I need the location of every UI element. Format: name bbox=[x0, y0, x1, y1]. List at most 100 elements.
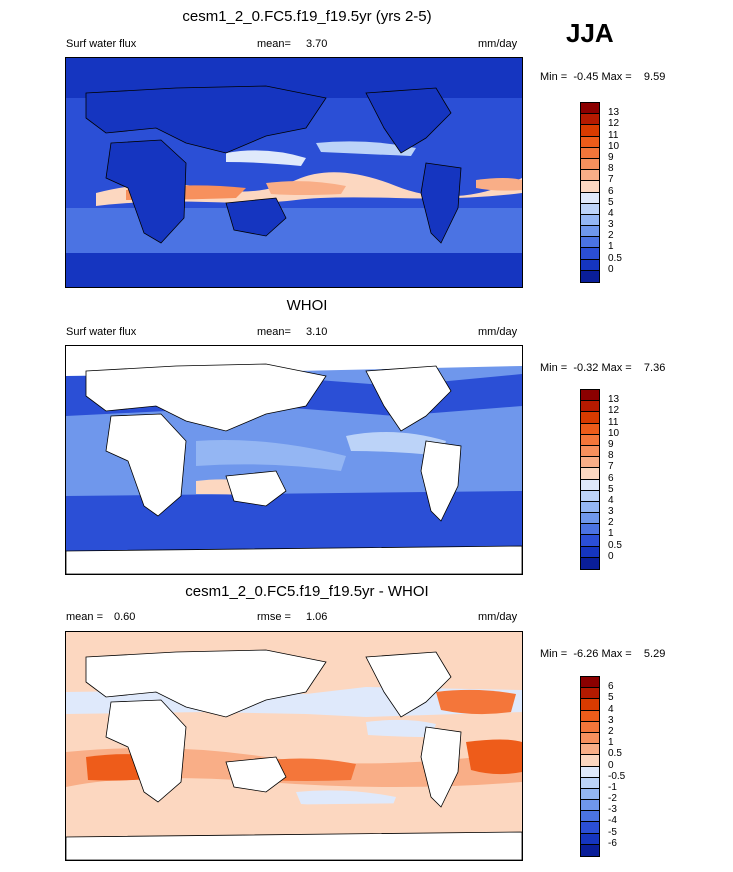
colorbar-label: 2 bbox=[608, 725, 614, 737]
colorbar-label: 0 bbox=[608, 759, 614, 771]
colorbar-box bbox=[581, 214, 599, 227]
colorbar-label: 8 bbox=[608, 450, 614, 462]
panel2-mean-label: mean= bbox=[257, 326, 291, 338]
panel1-mean-value: 3.70 bbox=[306, 38, 328, 50]
colorbar-box bbox=[581, 811, 599, 823]
panel3-title: cesm1_2_0.FC5.f19_f19.5yr - WHOI bbox=[185, 583, 429, 600]
panel1-africa bbox=[105, 139, 187, 244]
colorbar-label: 2 bbox=[608, 230, 614, 242]
colorbar-label: 10 bbox=[608, 427, 620, 439]
panel3-rmse-value: 1.06 bbox=[306, 611, 328, 623]
colorbar-box bbox=[581, 677, 599, 689]
colorbar-box bbox=[581, 390, 599, 402]
colorbar-label: 5 bbox=[608, 196, 614, 208]
colorbar-box bbox=[581, 844, 599, 856]
colorbar-box bbox=[581, 270, 599, 282]
colorbar-box bbox=[581, 248, 599, 260]
colorbar-box bbox=[581, 479, 599, 491]
colorbar-box bbox=[581, 688, 599, 700]
panel2-mean-value: 3.10 bbox=[306, 326, 328, 338]
colorbar-box bbox=[581, 237, 599, 249]
panel3-map bbox=[65, 631, 523, 861]
colorbar-box bbox=[581, 490, 599, 502]
colorbar-label: 4 bbox=[608, 703, 614, 715]
panel2-colorbar bbox=[580, 389, 600, 570]
colorbar-label: 1 bbox=[608, 737, 614, 749]
colorbar-box bbox=[581, 226, 599, 238]
panel1-map bbox=[65, 57, 523, 288]
colorbar-box bbox=[581, 833, 599, 845]
colorbar-label: 4 bbox=[608, 494, 614, 506]
colorbar-label: -6 bbox=[608, 837, 617, 849]
colorbar-box bbox=[581, 468, 599, 480]
colorbar-label: 2 bbox=[608, 517, 614, 529]
colorbar-label: -4 bbox=[608, 815, 617, 827]
colorbar-box bbox=[581, 125, 599, 137]
colorbar-label: 13 bbox=[608, 107, 620, 119]
colorbar-label: 10 bbox=[608, 140, 620, 152]
panel3-colorbar bbox=[580, 676, 600, 857]
panel2-variable-label: Surf water flux bbox=[66, 326, 137, 338]
colorbar-label: 11 bbox=[608, 129, 619, 141]
colorbar-label: 3 bbox=[608, 714, 614, 726]
panel2-map-svg bbox=[66, 346, 522, 574]
colorbar-box bbox=[581, 158, 599, 171]
colorbar-box bbox=[581, 535, 599, 547]
colorbar-box bbox=[581, 170, 599, 182]
colorbar-box bbox=[581, 788, 599, 801]
colorbar-label: 1 bbox=[608, 241, 614, 253]
colorbar-label: 5 bbox=[608, 483, 614, 495]
colorbar-label: 9 bbox=[608, 438, 614, 450]
colorbar-label: -1 bbox=[608, 781, 617, 793]
colorbar-label: 11 bbox=[608, 416, 619, 428]
colorbar-box bbox=[581, 546, 599, 558]
panel1-variable-label: Surf water flux bbox=[66, 38, 137, 50]
panel2-units: mm/day bbox=[478, 326, 518, 338]
panel1-colorbar-boxes bbox=[581, 103, 599, 282]
colorbar-box bbox=[581, 181, 599, 193]
colorbar-label: -2 bbox=[608, 793, 617, 805]
colorbar-label: 0.5 bbox=[608, 748, 622, 760]
colorbar-box bbox=[581, 755, 599, 767]
colorbar-box bbox=[581, 721, 599, 733]
panel2-colorbar-boxes bbox=[581, 390, 599, 569]
colorbar-box bbox=[581, 136, 599, 148]
colorbar-label: 9 bbox=[608, 151, 614, 163]
panel2-minmax: Min = -0.32 Max = 7.36 bbox=[540, 362, 666, 374]
panel1-minmax: Min = -0.45 Max = 9.59 bbox=[540, 71, 666, 83]
colorbar-box bbox=[581, 103, 599, 115]
colorbar-label: 3 bbox=[608, 506, 614, 518]
season-label: JJA bbox=[566, 18, 614, 48]
colorbar-label: 13 bbox=[608, 394, 620, 406]
colorbar-label: 7 bbox=[608, 174, 614, 186]
panel1-colorbar bbox=[580, 102, 600, 283]
colorbar-label: 12 bbox=[608, 118, 620, 130]
panel3-units: mm/day bbox=[478, 611, 518, 623]
colorbar-box bbox=[581, 800, 599, 812]
colorbar-label: 12 bbox=[608, 405, 620, 417]
colorbar-label: 6 bbox=[608, 185, 614, 197]
panel1-colorbar-labels: 13 12 11 10 9 8 7 6 5 4 3 2 1 0.5 0 bbox=[608, 102, 638, 283]
panel3-minmax: Min = -6.26 Max = 5.29 bbox=[540, 648, 666, 660]
panel3-map-svg bbox=[66, 632, 522, 860]
colorbar-label: 3 bbox=[608, 219, 614, 231]
panel3-mean-label: mean = bbox=[66, 611, 103, 623]
colorbar-label: 6 bbox=[608, 681, 614, 693]
panel2-colorbar-labels: 13 12 11 10 9 8 7 6 5 4 3 2 1 0.5 0 bbox=[608, 389, 638, 570]
colorbar-box bbox=[581, 699, 599, 711]
colorbar-box bbox=[581, 501, 599, 514]
colorbar-box bbox=[581, 259, 599, 271]
colorbar-label: 4 bbox=[608, 207, 614, 219]
colorbar-box bbox=[581, 777, 599, 789]
panel1-title: cesm1_2_0.FC5.f19_f19.5yr (yrs 2-5) bbox=[182, 8, 432, 25]
colorbar-box bbox=[581, 557, 599, 569]
panel2-title: WHOI bbox=[286, 297, 328, 314]
panel3-colorbar-labels: 6 5 4 3 2 1 0.5 0 -0.5 -1 -2 -3 -4 -5 -6 bbox=[608, 676, 638, 857]
colorbar-label: 0.5 bbox=[608, 252, 622, 264]
colorbar-box bbox=[581, 732, 599, 745]
colorbar-box bbox=[581, 524, 599, 536]
colorbar-label: -5 bbox=[608, 826, 617, 838]
colorbar-box bbox=[581, 445, 599, 458]
colorbar-label: 6 bbox=[608, 472, 614, 484]
colorbar-box bbox=[581, 766, 599, 778]
